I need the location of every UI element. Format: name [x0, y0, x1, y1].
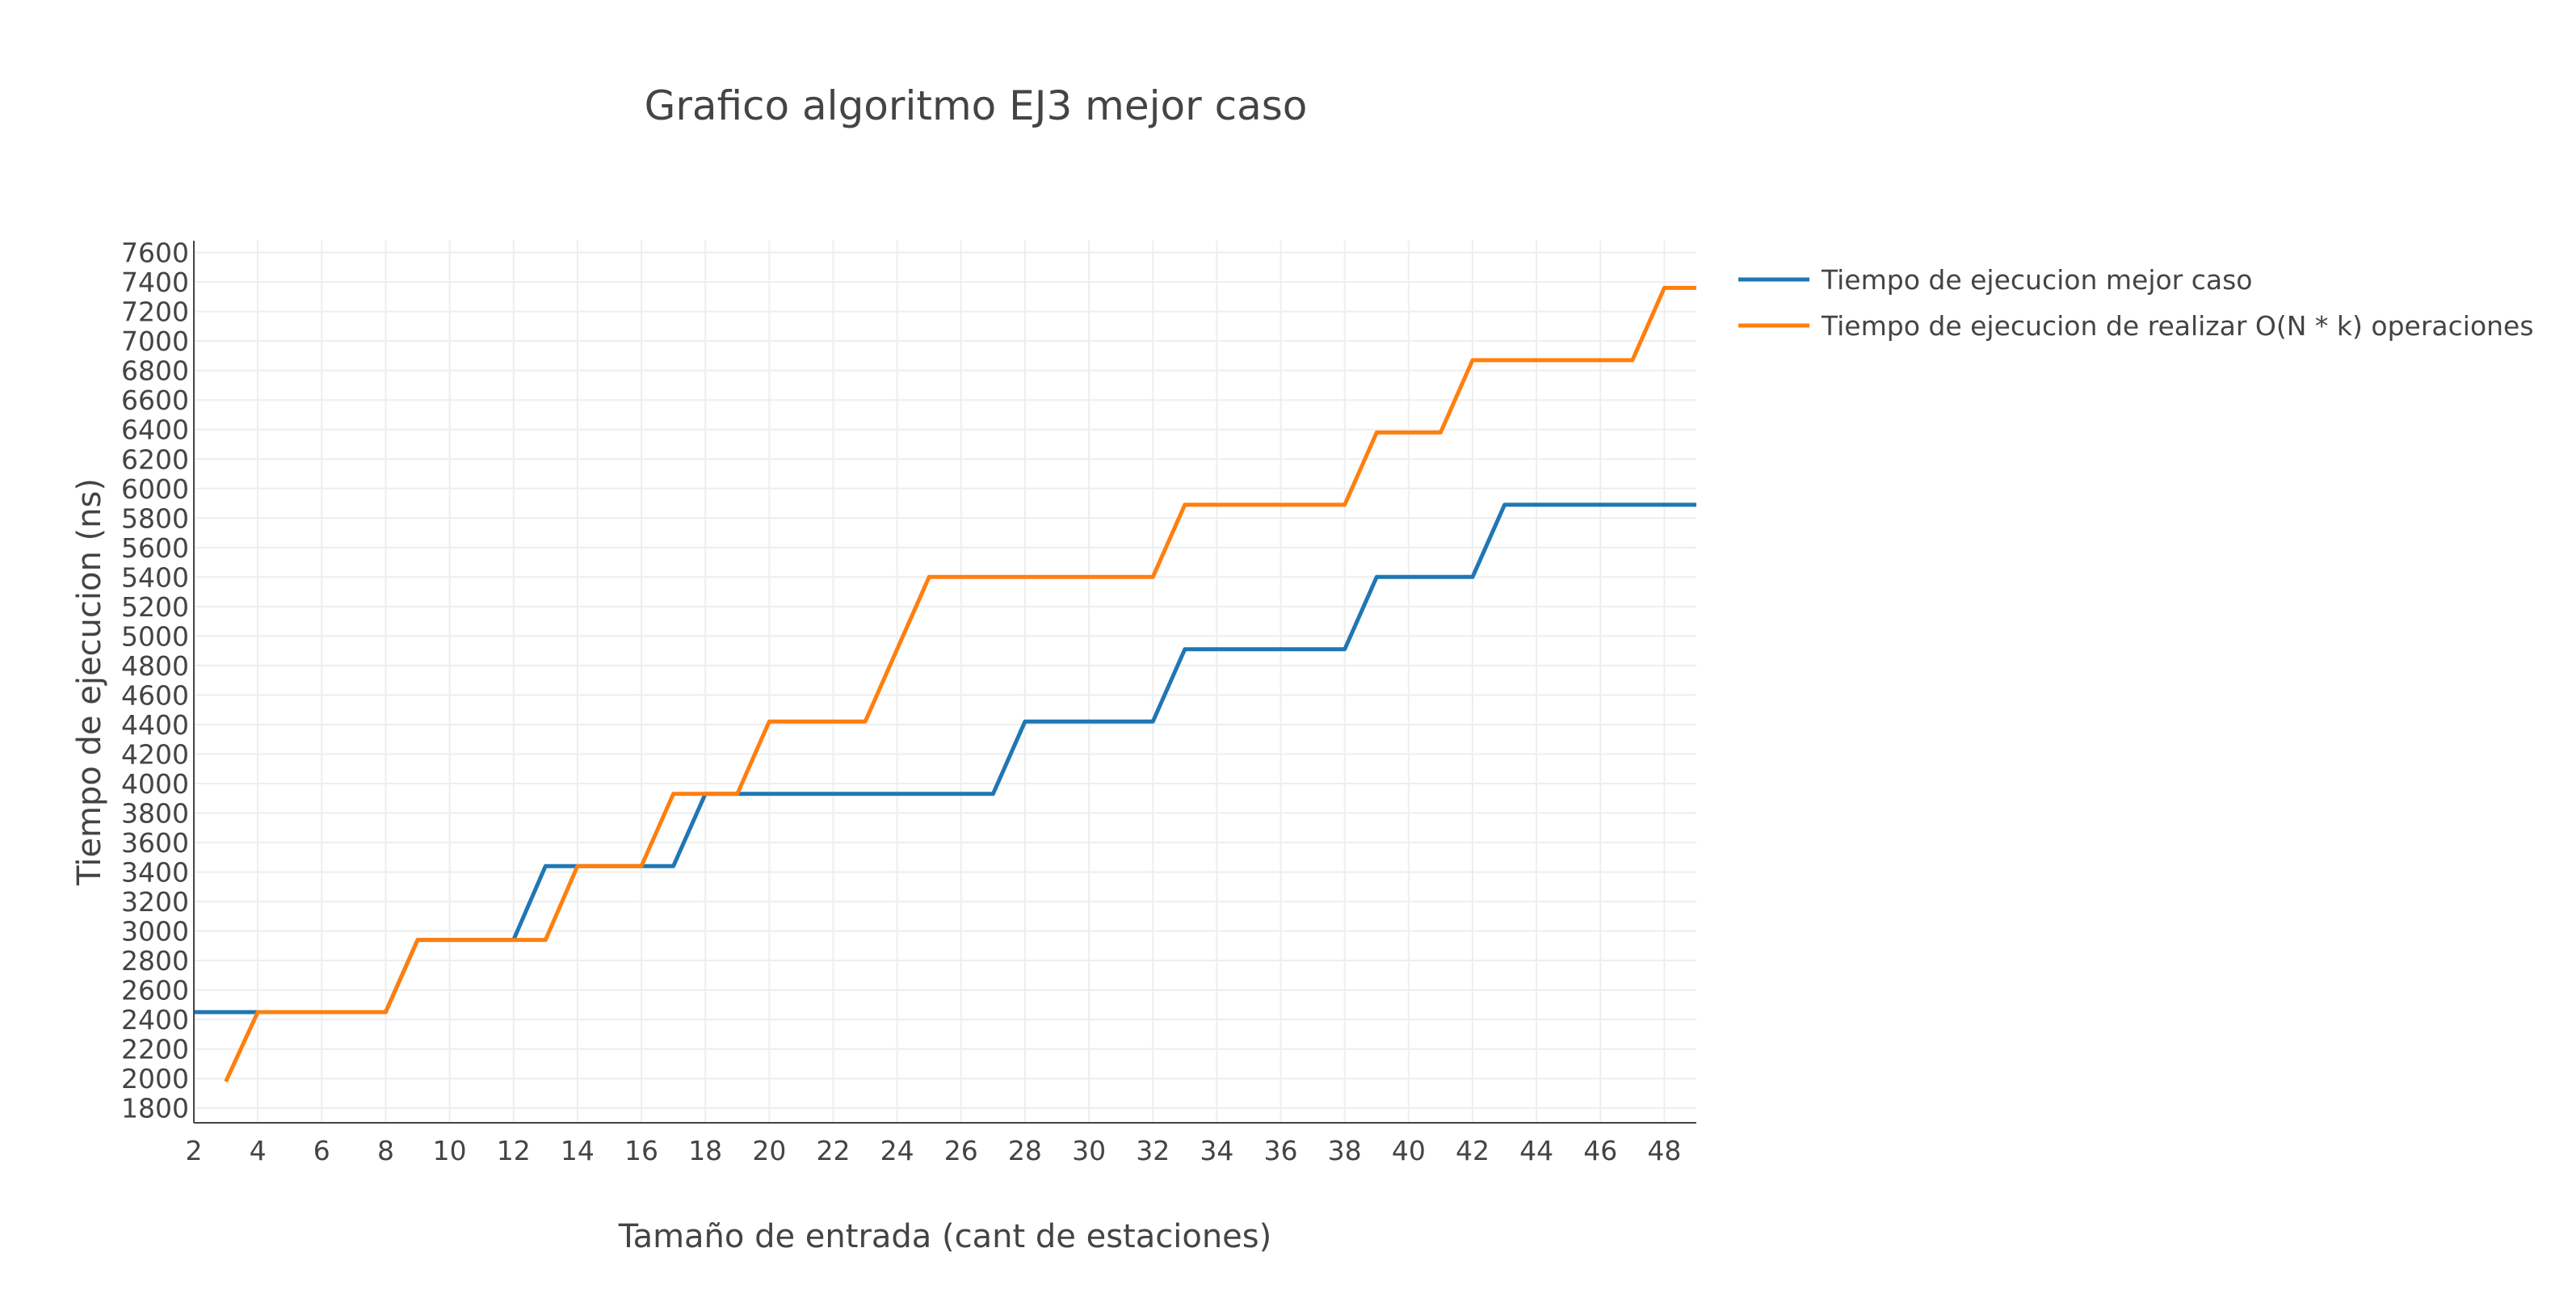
x-tick-label: 10: [433, 1135, 467, 1166]
x-tick-label: 18: [688, 1135, 722, 1166]
y-tick-label: 6600: [121, 384, 189, 416]
y-tick-label: 2000: [121, 1063, 189, 1095]
legend-label: Tiempo de ejecucion de realizar O(N * k)…: [1821, 310, 2534, 342]
y-tick-label: 5200: [121, 591, 189, 623]
x-tick-label: 48: [1647, 1135, 1681, 1166]
y-tick-label: 4800: [121, 650, 189, 682]
y-tick-label: 7600: [121, 237, 189, 269]
y-tick-label: 3400: [121, 857, 189, 889]
y-tick-label: 7400: [121, 267, 189, 298]
y-tick-labels: 1800200022002400260028003000320034003600…: [121, 237, 189, 1124]
y-tick-label: 5800: [121, 502, 189, 534]
series-line-1: [194, 502, 1696, 1015]
y-tick-label: 5600: [121, 532, 189, 564]
y-tick-label: 6800: [121, 355, 189, 387]
y-tick-label: 4200: [121, 738, 189, 770]
y-tick-label: 2200: [121, 1034, 189, 1065]
x-tick-label: 46: [1583, 1135, 1617, 1166]
y-tick-label: 1800: [121, 1093, 189, 1124]
x-tick-label: 28: [1008, 1135, 1042, 1166]
y-axis-title: Tiempo de ejecucion (ns): [71, 478, 108, 886]
x-tick-label: 44: [1519, 1135, 1553, 1166]
x-tick-label: 40: [1392, 1135, 1426, 1166]
series-line-2: [224, 285, 1696, 1082]
y-tick-label: 3000: [121, 916, 189, 948]
y-gridlines: [194, 251, 1696, 1109]
x-tick-label: 42: [1456, 1135, 1490, 1166]
x-tick-label: 12: [497, 1135, 531, 1166]
x-tick-label: 2: [186, 1135, 203, 1166]
y-tick-label: 6200: [121, 443, 189, 475]
x-tick-label: 16: [624, 1135, 658, 1166]
y-tick-label: 5000: [121, 620, 189, 652]
series-lines: [194, 285, 1696, 1082]
x-tick-label: 6: [313, 1135, 330, 1166]
x-tick-labels: 2 4 6 8 10 12 14 16 18 20 22 24 26 28 30 32 34 36 38 40 42 44…: [186, 1135, 1682, 1166]
x-tick-label: 24: [880, 1135, 914, 1166]
x-tick-label: 20: [752, 1135, 786, 1166]
y-tick-label: 4000: [121, 768, 189, 800]
x-tick-label: 30: [1072, 1135, 1106, 1166]
y-tick-label: 4600: [121, 679, 189, 711]
y-tick-label: 4400: [121, 709, 189, 741]
x-tick-label: 38: [1328, 1135, 1362, 1166]
y-tick-label: 7200: [121, 296, 189, 328]
x-tick-label: 8: [377, 1135, 394, 1166]
x-tick-label: 36: [1264, 1135, 1298, 1166]
y-tick-label: 2600: [121, 975, 189, 1006]
legend-label: Tiempo de ejecucion mejor caso: [1821, 264, 2252, 296]
x-tick-label: 22: [816, 1135, 850, 1166]
x-tick-label: 4: [250, 1135, 267, 1166]
x-tick-label: 14: [561, 1135, 595, 1166]
y-tick-label: 2400: [121, 1004, 189, 1036]
x-axis-title: Tamaño de entrada (cant de estaciones): [618, 1218, 1271, 1255]
x-tick-label: 26: [944, 1135, 978, 1166]
y-tick-label: 6000: [121, 473, 189, 505]
y-tick-label: 7000: [121, 326, 189, 357]
x-gridlines: [257, 241, 1666, 1123]
x-tick-label: 34: [1200, 1135, 1233, 1166]
x-tick-label: 32: [1136, 1135, 1170, 1166]
y-tick-label: 2800: [121, 945, 189, 977]
y-tick-label: 3200: [121, 886, 189, 918]
y-tick-label: 3600: [121, 827, 189, 859]
chart-title: Grafico algoritmo EJ3 mejor caso: [645, 82, 1308, 129]
y-tick-label: 3800: [121, 798, 189, 830]
y-tick-label: 6400: [121, 414, 189, 446]
legend: Tiempo de ejecucion mejor caso Tiempo de …: [1738, 264, 2534, 342]
y-tick-label: 5400: [121, 561, 189, 593]
